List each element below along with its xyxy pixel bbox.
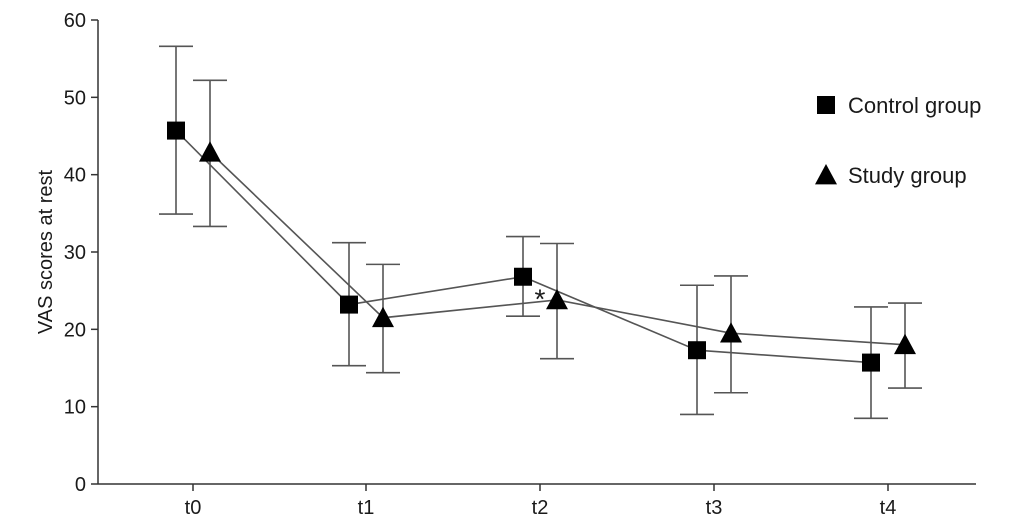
data-point: [862, 353, 880, 372]
y-tick-label: 20: [64, 319, 86, 341]
y-tick-label: 40: [64, 165, 86, 187]
data-point: [894, 333, 916, 355]
series-layer: [159, 45, 922, 420]
data-point: [199, 141, 221, 162]
data-point: [514, 267, 532, 286]
data-point: [372, 306, 394, 328]
y-ticks: 0 10 20 30 40 50 60: [64, 10, 98, 496]
data-point: [546, 288, 568, 310]
data-point: [688, 341, 706, 360]
data-point: [167, 121, 185, 140]
legend-item: Study group: [815, 163, 967, 188]
y-axis-title: VAS scores at rest: [35, 169, 57, 334]
legend-item: Control group: [817, 93, 981, 118]
annotation-layer: *: [535, 284, 546, 315]
data-point: [720, 322, 742, 343]
x-axis: t0 t1 t2 t3 t4: [98, 483, 976, 519]
y-tick-label: 60: [64, 10, 86, 32]
y-tick-label: 50: [64, 87, 86, 109]
y-tick-label: 0: [75, 474, 86, 496]
legend: Control group Study group: [815, 93, 981, 188]
legend-label: Control group: [848, 93, 981, 118]
x-tick-label: t1: [358, 497, 375, 519]
x-tick-label: t4: [880, 497, 897, 519]
y-tick-label: 10: [64, 397, 86, 419]
legend-marker: [815, 164, 837, 185]
y-tick-label: 30: [64, 242, 86, 264]
legend-label: Study group: [848, 163, 967, 188]
significance-marker: *: [535, 284, 546, 315]
series-control: [159, 45, 888, 420]
x-tick-label: t3: [706, 497, 723, 519]
legend-marker: [817, 96, 835, 114]
x-ticks: t0 t1 t2 t3 t4: [185, 484, 897, 519]
x-tick-label: t2: [532, 497, 549, 519]
y-axis: 0 10 20 30 40 50 60 VAS scores at rest: [35, 10, 99, 496]
x-tick-label: t0: [185, 497, 202, 519]
data-point: [340, 295, 358, 314]
series-study: [193, 79, 922, 394]
